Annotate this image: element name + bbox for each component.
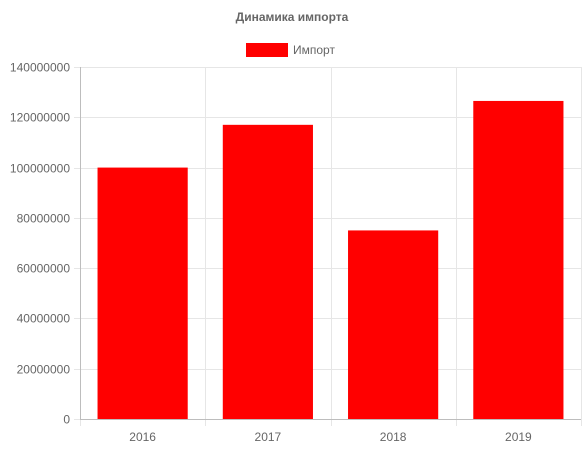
y-axis-ticks: 0 20000000 40000000 60000000 80000000 1000000… bbox=[10, 61, 70, 427]
bar-2017[interactable] bbox=[222, 124, 313, 419]
bars bbox=[97, 100, 564, 419]
y-tick-label: 40000000 bbox=[17, 312, 71, 326]
y-tick-label: 100000000 bbox=[10, 162, 70, 176]
bar-2018[interactable] bbox=[348, 230, 439, 419]
x-tick-label: 2018 bbox=[380, 430, 407, 444]
chart-title: Динамика импорта bbox=[236, 10, 349, 24]
bar-2019[interactable] bbox=[473, 100, 564, 419]
legend-swatch-import[interactable] bbox=[246, 43, 288, 57]
y-tick-label: 60000000 bbox=[17, 262, 71, 276]
y-tick-label: 140000000 bbox=[10, 61, 70, 75]
x-tick-label: 2019 bbox=[505, 430, 532, 444]
x-axis-ticks: 2016 2017 2018 2019 bbox=[129, 430, 532, 444]
x-tick-label: 2016 bbox=[129, 430, 156, 444]
y-tick-label: 20000000 bbox=[17, 363, 71, 377]
y-tick-label: 80000000 bbox=[17, 212, 71, 226]
legend[interactable]: Импорт bbox=[246, 43, 335, 57]
x-tick-label: 2017 bbox=[255, 430, 282, 444]
legend-label-import[interactable]: Импорт bbox=[293, 43, 335, 57]
axes bbox=[80, 67, 581, 420]
bar-2016[interactable] bbox=[97, 167, 188, 419]
y-tick-label: 120000000 bbox=[10, 111, 70, 125]
y-tick-label: 0 bbox=[63, 413, 70, 427]
